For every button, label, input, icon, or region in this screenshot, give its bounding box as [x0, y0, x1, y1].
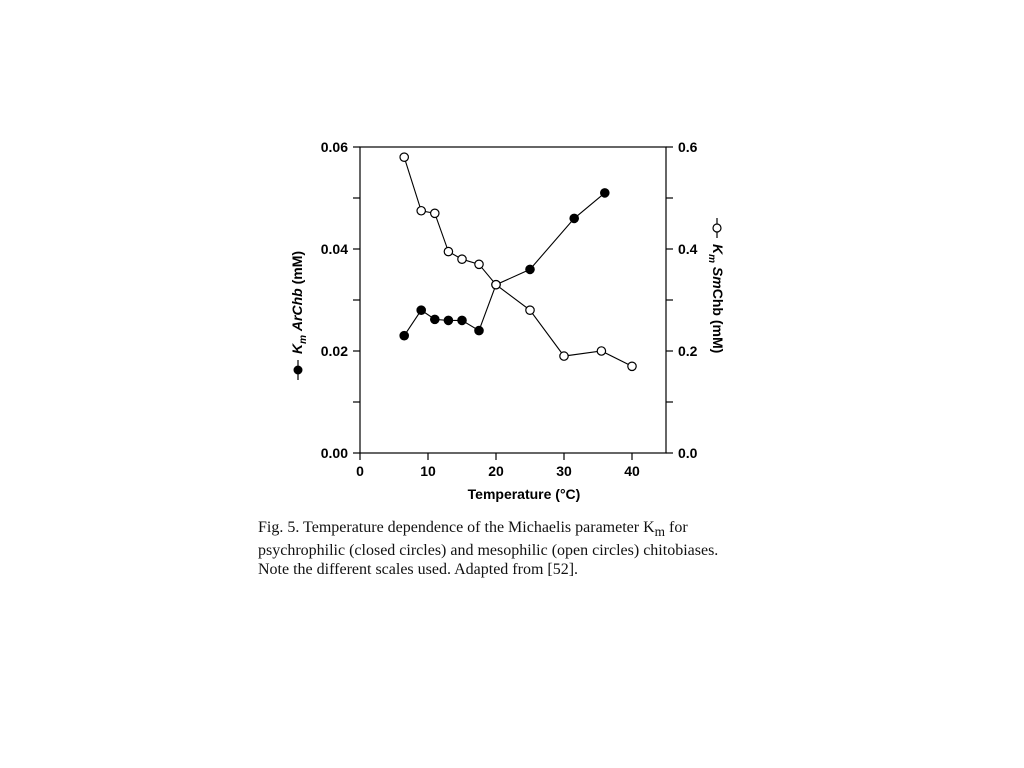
y-axis-right-label: Km SmChb (mM) — [706, 218, 726, 353]
caption-line-2: psychrophilic (closed circles) and mesop… — [258, 542, 719, 560]
x-tick-label: 0 — [356, 463, 364, 479]
y-left-tick-label: 0.04 — [321, 241, 348, 257]
open-circle-point — [627, 361, 637, 372]
y-left-label-enzyme: ArChb — [289, 288, 305, 332]
closed-circle-point — [429, 314, 440, 325]
y-right-label-sm: Sm — [710, 267, 726, 289]
legend-marker-closed — [293, 365, 303, 375]
x-axis-label: Temperature (°C) — [468, 486, 581, 502]
open-circle-point — [491, 279, 501, 290]
y-axis-left-label: Km ArChb (mM) — [289, 251, 309, 380]
closed-circle-point — [399, 330, 409, 341]
plot-frame — [359, 146, 667, 454]
y-right-label-k: K — [710, 244, 726, 255]
open-circle-point — [596, 346, 607, 356]
y-right-label-sub: m — [706, 254, 717, 263]
x-tick-label: 10 — [420, 463, 436, 479]
x-tick-label: 20 — [488, 463, 504, 479]
y-right-label-chb: Chb — [710, 289, 726, 316]
y-left-tick-label: 0.02 — [321, 343, 348, 359]
open-circle-point — [559, 351, 569, 361]
series-lines — [403, 157, 633, 367]
caption-line-3: Note the different scales used. Adapted … — [258, 561, 579, 579]
closed-circle-point — [443, 315, 454, 326]
open-circle-point — [443, 246, 454, 257]
x-axis-ticks: 0 10 20 30 40 — [356, 453, 640, 479]
y-left-label-unit: (mM) — [289, 251, 305, 284]
closed-circle-point — [569, 213, 579, 224]
closed-circle-point — [599, 188, 610, 198]
open-circle-point — [429, 208, 440, 219]
y-left-tick-label: 0.00 — [321, 445, 348, 461]
caption-subscript: m — [654, 524, 666, 540]
svg-text:Km SmChb (mM): Km SmChb (mM) — [706, 244, 726, 353]
series-points — [399, 152, 637, 372]
y-left-tick-label: 0.06 — [321, 139, 348, 155]
y-axis-right-ticks: 0.0 0.2 0.4 0.6 — [666, 139, 698, 461]
open-circle-point — [399, 152, 409, 162]
y-left-label-k: K — [289, 343, 305, 354]
y-left-label-sub: m — [298, 335, 309, 344]
svg-text:Km ArChb (mM): Km ArChb (mM) — [289, 251, 309, 354]
open-circle-point — [416, 205, 426, 216]
closed-circle-point — [525, 264, 535, 275]
y-right-tick-label: 0.2 — [678, 343, 698, 359]
legend-marker-open — [712, 223, 722, 233]
y-right-tick-label: 0.4 — [678, 241, 698, 257]
y-axis-left-ticks: 0.00 0.02 0.04 0.06 — [321, 139, 360, 461]
closed-circle-point — [474, 325, 484, 336]
x-tick-label: 30 — [556, 463, 572, 479]
closed-circle-point — [457, 315, 467, 326]
open-circle-point — [457, 254, 467, 265]
open-circle-point — [474, 259, 484, 270]
y-right-tick-label: 0.6 — [678, 139, 698, 155]
open-circle-point — [525, 305, 535, 315]
series-line-mesophilic — [403, 157, 633, 367]
figure-caption: Fig. 5. Temperature dependence of the Mi… — [258, 518, 778, 579]
series-line-psychrophilic — [403, 192, 606, 337]
closed-circle-point — [416, 305, 426, 315]
y-right-tick-label: 0.0 — [678, 445, 698, 461]
caption-line-1: Fig. 5. Temperature dependence of the Mi… — [258, 519, 688, 540]
x-tick-label: 40 — [624, 463, 640, 479]
y-right-label-unit: (mM) — [710, 320, 726, 353]
